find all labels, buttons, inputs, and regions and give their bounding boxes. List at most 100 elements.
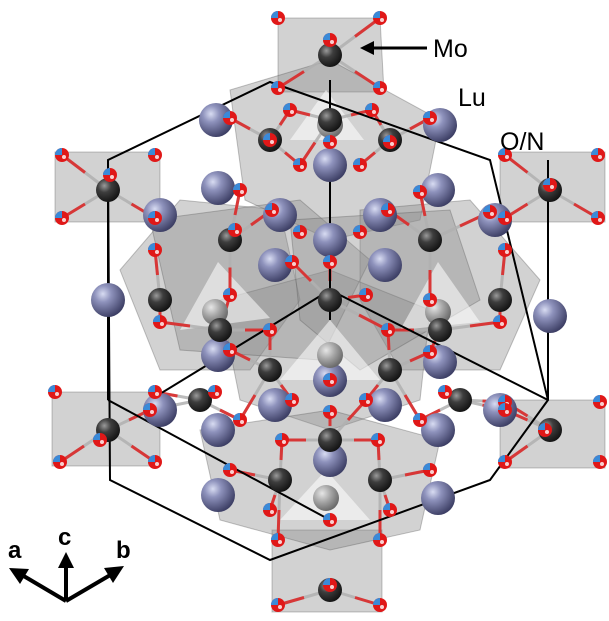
on-atom-nitrogen-part	[271, 11, 278, 18]
on-atom-nitrogen-part	[293, 225, 300, 232]
on-atom-10	[423, 111, 437, 125]
on-atom-nitrogen-part	[323, 135, 330, 142]
on-atom-highlight	[600, 462, 604, 466]
label-lu: Lu	[458, 84, 486, 112]
on-atom-1	[373, 11, 387, 25]
on-atom-highlight	[380, 88, 384, 92]
on-atom-nitrogen-part	[359, 393, 366, 400]
lu-atom-16	[143, 393, 177, 427]
on-atom-27	[591, 211, 605, 225]
mo-atom-0	[318, 43, 342, 67]
on-atom-55	[593, 455, 607, 469]
on-atom-highlight	[360, 165, 364, 169]
lu-atom-19	[368, 388, 402, 422]
on-atom-highlight	[430, 470, 434, 474]
lu-atom-5	[201, 171, 235, 205]
mo-atom-11	[148, 288, 172, 312]
on-atom-highlight	[505, 218, 509, 222]
mo-atom-16	[188, 388, 212, 412]
on-atom-highlight	[505, 410, 509, 414]
on-atom-nitrogen-part	[373, 81, 380, 88]
on-atom-19	[148, 148, 162, 162]
crystal-axes	[9, 552, 124, 603]
lu-atom-11	[313, 223, 347, 257]
on-atom-highlight	[62, 155, 66, 159]
lu-atom-13	[368, 248, 402, 282]
mo-atom-17	[448, 388, 472, 412]
on-atom-highlight	[388, 210, 392, 214]
on-atom-28	[148, 243, 162, 257]
on-atom-nitrogen-part	[323, 578, 330, 585]
on-atom-highlight	[290, 110, 294, 114]
on-atom-nitrogen-part	[223, 111, 230, 118]
on-atom-highlight	[155, 155, 159, 159]
cell-edge-4	[149, 289, 331, 401]
on-atom-highlight	[330, 142, 334, 146]
on-atom-highlight	[505, 462, 509, 466]
on-atom-69	[373, 598, 387, 612]
on-atom-highlight	[240, 420, 244, 424]
on-atom-42	[381, 323, 395, 337]
on-atom-highlight	[445, 392, 449, 396]
on-atom-highlight	[330, 585, 334, 589]
mo-atom-12	[488, 288, 512, 312]
lu-atom-12	[258, 248, 292, 282]
on-atom-highlight	[155, 392, 159, 396]
axis-b-head	[104, 566, 124, 583]
on-atom-nitrogen-part	[271, 81, 278, 88]
on-atom-36	[285, 255, 299, 269]
lu-atom-21	[421, 413, 455, 447]
label-mo: Mo	[433, 35, 468, 63]
on-atom-nitrogen-part	[591, 211, 598, 218]
on-atom-highlight	[598, 155, 602, 159]
on-atom-highlight	[366, 295, 370, 299]
lu-atom-25	[313, 443, 347, 477]
on-atom-53	[593, 395, 607, 409]
on-atom-nitrogen-part	[153, 315, 160, 322]
on-atom-nitrogen-part	[285, 255, 292, 262]
on-atom-highlight	[360, 232, 364, 236]
on-atom-nitrogen-part	[593, 455, 600, 462]
on-atom-nitrogen-part	[271, 598, 278, 605]
on-atom-14	[353, 158, 367, 172]
on-atom-highlight	[330, 40, 334, 44]
lu-atom-18	[258, 388, 292, 422]
on-atom-highlight	[240, 190, 244, 194]
on-atom-nitrogen-part	[413, 185, 420, 192]
on-atom-highlight	[380, 18, 384, 22]
on-atom-highlight	[600, 402, 604, 406]
on-atom-nitrogen-part	[223, 288, 230, 295]
on-atom-highlight	[372, 110, 376, 114]
on-atom-nitrogen-part	[323, 513, 330, 520]
lu-atom-6	[421, 173, 455, 207]
on-atom-51	[148, 455, 162, 469]
on-atom-nitrogen-part	[381, 323, 388, 330]
on-atom-25	[543, 178, 557, 192]
lu-atom-20	[201, 413, 235, 447]
on-atom-33	[498, 243, 512, 257]
on-atom-nitrogen-part	[148, 148, 155, 155]
on-atom-43	[223, 343, 237, 357]
on-atom-highlight	[230, 470, 234, 474]
on-atom-45	[285, 393, 299, 407]
on-atom-nitrogen-part	[293, 158, 300, 165]
on-atom-18	[55, 148, 69, 162]
on-atom-nitrogen-part	[371, 433, 378, 440]
on-atom-65	[323, 513, 337, 527]
on-atom-nitrogen-part	[223, 463, 230, 470]
on-atom-highlight	[430, 118, 434, 122]
on-atom-highlight	[155, 250, 159, 254]
on-atom-37	[323, 255, 337, 269]
on-atom-nitrogen-part	[498, 403, 505, 410]
on-atom-highlight	[420, 192, 424, 196]
on-atom-nitrogen-part	[103, 168, 110, 175]
on-atom-nitrogen-part	[228, 223, 235, 230]
on-atom-highlight	[380, 605, 384, 609]
on-atom-46	[359, 393, 373, 407]
axis-a-head	[9, 568, 29, 584]
on-atom-nitrogen-part	[48, 385, 55, 392]
on-atom-nitrogen-part	[353, 158, 360, 165]
on-atom-highlight	[330, 520, 334, 524]
on-atom-highlight	[272, 210, 276, 214]
on-atom-highlight	[160, 322, 164, 326]
